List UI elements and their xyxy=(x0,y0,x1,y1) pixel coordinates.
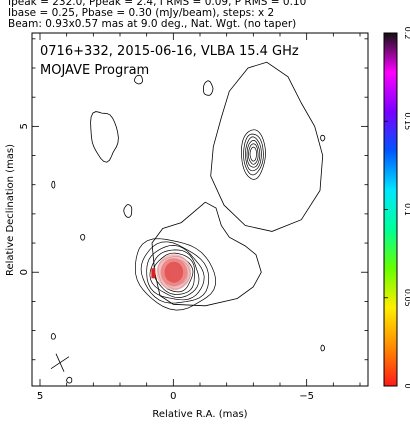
contour-line xyxy=(243,133,264,176)
x-tick-label: −5 xyxy=(299,391,314,402)
contour-line xyxy=(80,233,86,241)
tick-labels: 5 0 −5 0 5 xyxy=(19,123,314,402)
contour-line xyxy=(248,143,259,165)
contour-line xyxy=(203,80,214,96)
contour-line xyxy=(245,136,262,172)
colorbar-tick-label: 0.2 xyxy=(403,27,410,40)
core-peak-mark xyxy=(151,268,156,279)
contour-layer xyxy=(50,61,326,384)
contour-line xyxy=(151,201,262,307)
contour-line xyxy=(140,241,210,304)
contour-line xyxy=(51,180,56,189)
axis-ticks xyxy=(32,33,368,386)
beam-axis xyxy=(55,353,65,372)
y-tick-label: 5 xyxy=(19,123,30,129)
contour-line xyxy=(50,332,57,340)
colorbar-tick-label: 0.15 xyxy=(403,112,410,130)
contour-line xyxy=(123,204,133,218)
beam-marker xyxy=(50,353,70,372)
plot-frame xyxy=(31,32,369,387)
y-tick-label: 0 xyxy=(19,269,30,275)
colorbar-tick-label: 0.1 xyxy=(403,203,410,216)
colorbar-tick-label: 0 xyxy=(403,383,410,388)
header-line-3: Beam: 0.93x0.57 mas at 9.0 deg., Nat. Wg… xyxy=(8,18,297,30)
x-axis-title: Relative R.A. (mas) xyxy=(152,409,247,420)
x-tick-label: 5 xyxy=(37,391,43,402)
header-line-2: Ibase = 0.25, Pbase = 0.30 (mJy/beam), s… xyxy=(8,7,275,19)
contour-line xyxy=(66,376,73,384)
contour-line xyxy=(241,129,266,180)
contour-line xyxy=(249,146,257,162)
contour-line xyxy=(149,249,200,298)
contour-line xyxy=(90,111,119,163)
contour-line xyxy=(320,344,326,352)
contour-line xyxy=(320,134,326,142)
plot-subtitle: MOJAVE Program xyxy=(40,63,149,78)
colorbar-tick-label: 0.05 xyxy=(403,289,410,307)
x-tick-label: 0 xyxy=(170,391,176,402)
contour-line xyxy=(146,245,205,301)
contour-line xyxy=(152,252,195,295)
plot-title: 0716+332, 2015-06-16, VLBA 15.4 GHz xyxy=(40,44,299,59)
core-fill xyxy=(164,261,184,283)
y-axis-title: Relative Declination (mas) xyxy=(5,144,16,276)
contour-line xyxy=(246,139,261,168)
contour-line xyxy=(210,61,324,232)
header-line-1: Ipeak = 232.0, Ppeak = 2.4, I RMS = 0.09… xyxy=(8,0,307,8)
contour-line xyxy=(134,74,143,85)
contour-line xyxy=(134,238,216,311)
colorbar-labels: 0 0.05 0.1 0.15 0.2 xyxy=(384,27,410,389)
